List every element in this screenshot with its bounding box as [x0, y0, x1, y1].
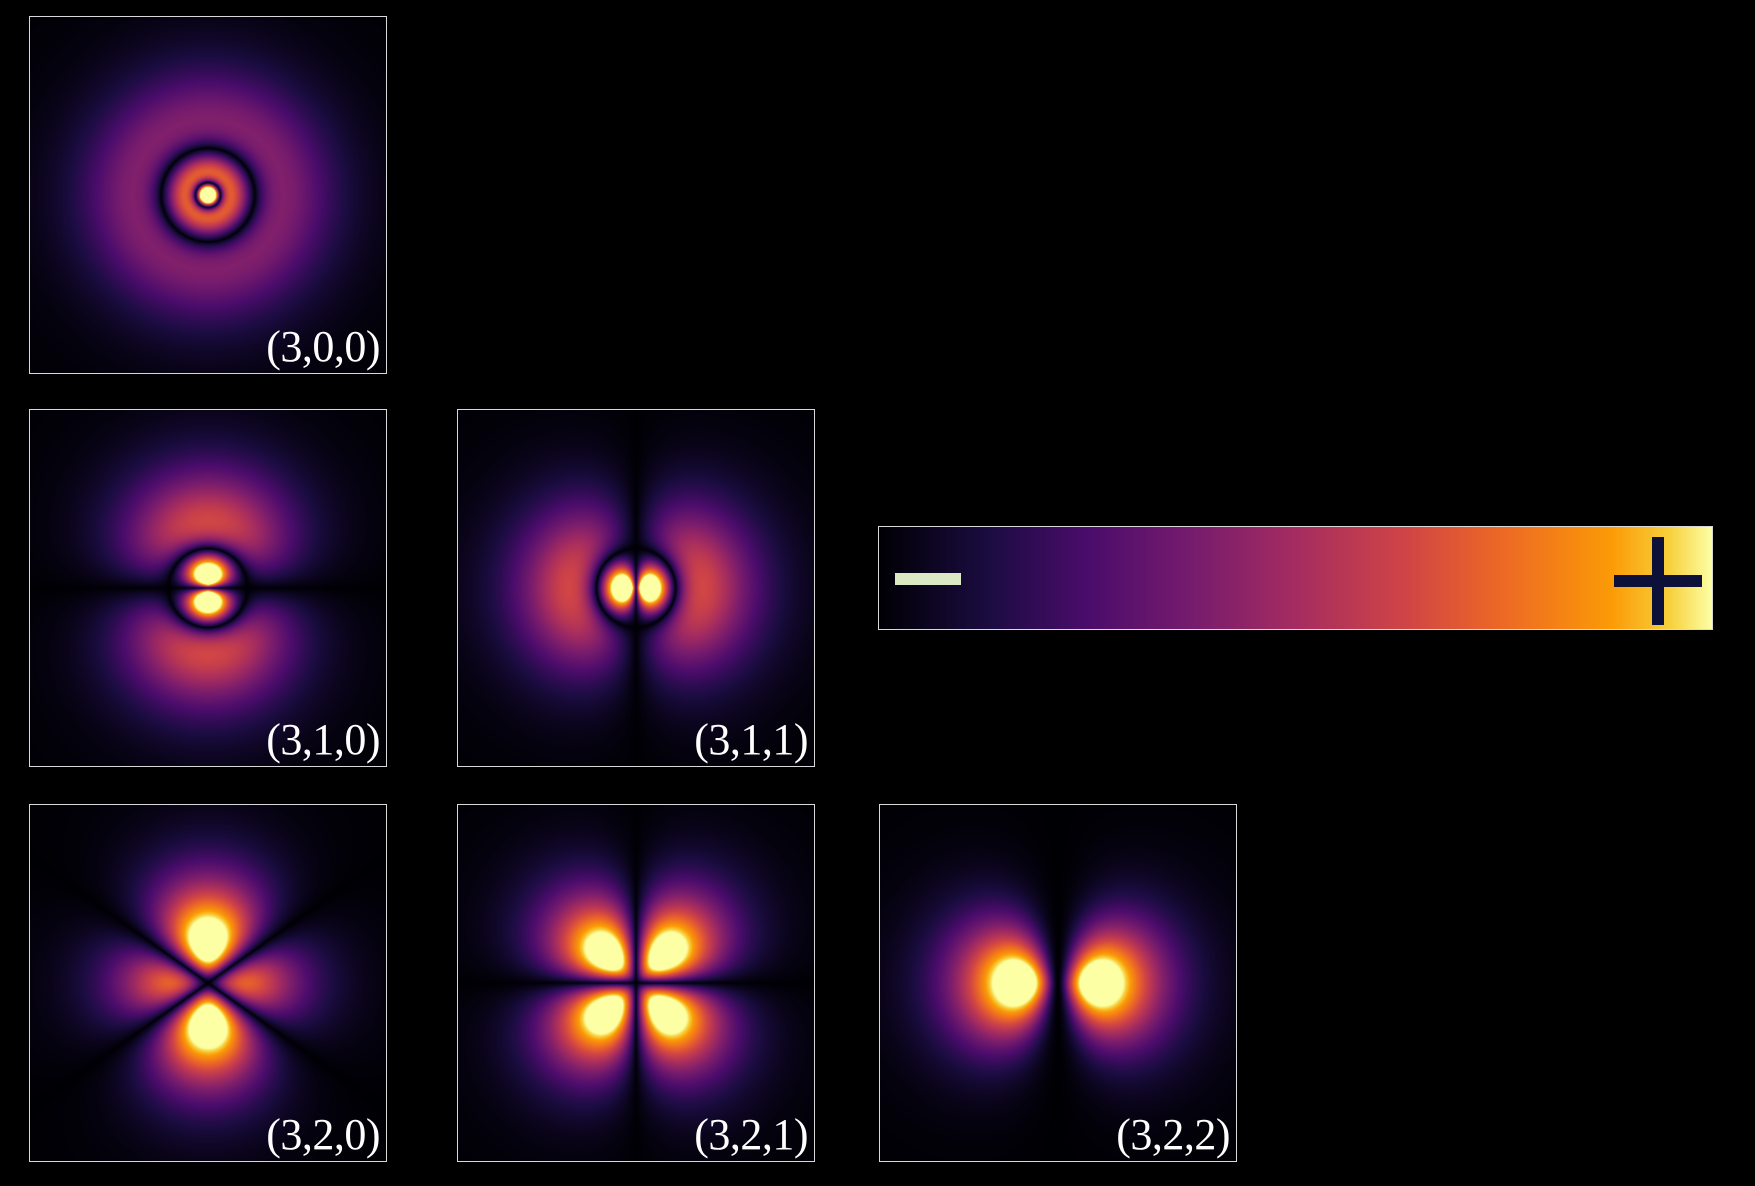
orbital-density-image [30, 17, 386, 373]
orbital-panel-3-2-1: (3,2,1) [457, 804, 815, 1162]
orbital-label: (3,1,1) [694, 715, 808, 764]
orbital-density-image [458, 805, 814, 1161]
plus-sign-icon [1614, 537, 1702, 625]
orbital-density-image [880, 805, 1236, 1161]
minus-sign-icon [895, 573, 961, 585]
orbital-panel-3-1-1: (3,1,1) [457, 409, 815, 767]
orbital-label: (3,1,0) [266, 715, 380, 764]
orbital-density-image [30, 410, 386, 766]
orbital-label: (3,0,0) [266, 322, 380, 371]
colorbar [878, 526, 1713, 630]
orbital-density-image [30, 805, 386, 1161]
colorbar-gradient [879, 527, 1712, 629]
orbital-label: (3,2,0) [266, 1110, 380, 1159]
orbital-panel-3-1-0: (3,1,0) [29, 409, 387, 767]
orbital-label: (3,2,2) [1116, 1110, 1230, 1159]
orbital-panel-3-2-2: (3,2,2) [879, 804, 1237, 1162]
orbital-panel-3-0-0: (3,0,0) [29, 16, 387, 374]
orbital-panel-3-2-0: (3,2,0) [29, 804, 387, 1162]
orbital-label: (3,2,1) [694, 1110, 808, 1159]
orbital-density-image [458, 410, 814, 766]
